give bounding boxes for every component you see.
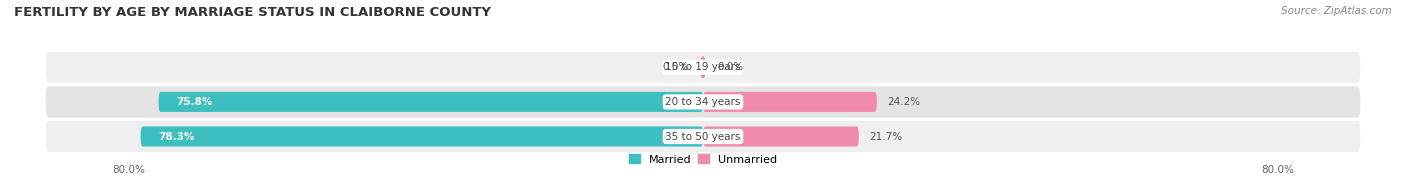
Text: 0.0%: 0.0% [717,62,744,72]
Circle shape [702,57,704,77]
FancyBboxPatch shape [46,52,1360,83]
FancyBboxPatch shape [46,86,1360,117]
Text: 35 to 50 years: 35 to 50 years [665,132,741,142]
Text: 75.8%: 75.8% [177,97,212,107]
Legend: Married, Unmarried: Married, Unmarried [628,154,778,165]
Text: 0.0%: 0.0% [662,62,689,72]
FancyBboxPatch shape [141,126,703,147]
Text: 21.7%: 21.7% [870,132,903,142]
FancyBboxPatch shape [703,126,859,147]
Circle shape [702,57,704,77]
FancyBboxPatch shape [703,92,877,112]
Text: 78.3%: 78.3% [159,132,195,142]
FancyBboxPatch shape [159,92,703,112]
Text: 15 to 19 years: 15 to 19 years [665,62,741,72]
Text: Source: ZipAtlas.com: Source: ZipAtlas.com [1281,6,1392,16]
Text: 24.2%: 24.2% [887,97,921,107]
FancyBboxPatch shape [46,121,1360,152]
Text: 20 to 34 years: 20 to 34 years [665,97,741,107]
Text: FERTILITY BY AGE BY MARRIAGE STATUS IN CLAIBORNE COUNTY: FERTILITY BY AGE BY MARRIAGE STATUS IN C… [14,6,491,19]
